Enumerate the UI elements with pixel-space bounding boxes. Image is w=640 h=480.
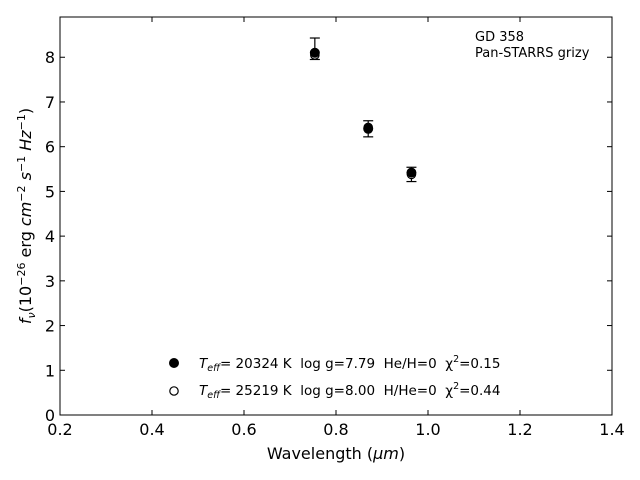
data-marks (309, 37, 417, 183)
x-tick-label: 0.8 (323, 420, 348, 439)
observed-point-filled (406, 167, 417, 178)
y-tick-label: 0 (45, 406, 55, 425)
y-axis-scale-exp: −26 (15, 263, 28, 286)
y-axis-unit-hz-exp: −1 (15, 114, 28, 130)
y-axis-symbol: f (16, 316, 35, 324)
legend-1-teff: T (199, 356, 209, 372)
legend-entry-2: Teff= 25219 K log g=8.00 H/He=0 χ2=0.44 (199, 381, 500, 401)
annotation-object: GD 358 (475, 30, 524, 45)
y-tick-label: 8 (45, 48, 55, 67)
y-axis-unit-erg: erg (16, 226, 35, 262)
y-axis-unit-cm-exp: −2 (15, 185, 28, 201)
y-tick-label: 1 (45, 361, 55, 380)
y-axis-symbol-sub: ν (25, 312, 38, 318)
observed-point-filled (363, 123, 374, 134)
x-axis-title-prefix: Wavelength ( (267, 444, 373, 463)
observed-point-filled (309, 47, 320, 58)
legend-marker-open (169, 386, 179, 396)
y-axis-unit-cm: cm (16, 202, 35, 226)
legend-1-text: = 20324 K log g=7.79 He/H=0 χ (220, 356, 453, 372)
y-axis-title: fν(10−26 erg cm−2 s−1 Hz−1) (15, 108, 38, 324)
y-axis-close: ) (16, 108, 35, 114)
legend: Teff= 20324 K log g=7.79 He/H=0 χ2=0.15 … (169, 354, 500, 401)
y-tick-label: 3 (45, 272, 55, 291)
legend-1-chi-exp: 2 (453, 354, 459, 365)
x-tick-label: 1.4 (599, 420, 624, 439)
y-axis-unit-s-exp: −1 (15, 156, 28, 172)
x-tick-label: 0.4 (139, 420, 164, 439)
legend-entry-1: Teff= 20324 K log g=7.79 He/H=0 χ2=0.15 (199, 354, 500, 374)
legend-2-chi-val: =0.44 (459, 383, 500, 399)
legend-1-chi-val: =0.15 (459, 356, 500, 372)
x-tick-label: 0.2 (47, 420, 72, 439)
legend-2-text: = 25219 K log g=8.00 H/He=0 χ (220, 383, 453, 399)
annotation-survey: Pan-STARRS grizy (475, 46, 590, 61)
y-tick-label: 7 (45, 93, 55, 112)
y-tick-label: 2 (45, 317, 55, 336)
x-tick-label: 0.6 (231, 420, 256, 439)
y-axis-unit-hz: Hz (16, 130, 35, 156)
y-tick-label: 4 (45, 227, 55, 246)
x-axis-title-unit: μm (372, 444, 399, 463)
legend-1-teff-sub: eff (207, 363, 221, 374)
x-axis-title-suffix: ) (399, 444, 405, 463)
y-tick-label: 5 (45, 182, 55, 201)
legend-marker-filled (169, 358, 179, 368)
y-tick-label: 6 (45, 138, 55, 157)
x-axis-title: Wavelength (μm) (267, 444, 405, 463)
y-axis-unit-s: s (16, 172, 35, 185)
tick-group: 0.2 0.4 0.6 0.8 1.0 1.2 1.4 0 1 2 3 4 5 6 7 8 (45, 17, 625, 439)
legend-2-teff: T (199, 383, 209, 399)
legend-2-chi-exp: 2 (453, 381, 459, 392)
x-tick-label: 1.0 (415, 420, 440, 439)
x-tick-label: 1.2 (507, 420, 532, 439)
y-axis-scale-base: (10 (16, 286, 35, 313)
legend-2-teff-sub: eff (207, 390, 221, 401)
